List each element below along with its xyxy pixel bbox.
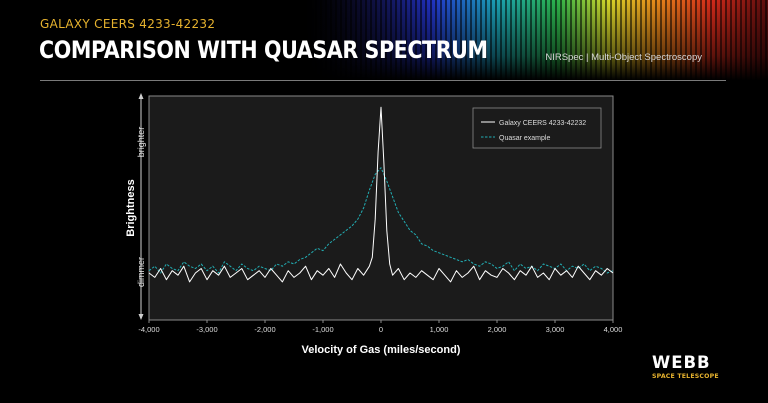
webb-logo: WEBB SPACE TELESCOPE [652,354,732,380]
y-bottom-label: dimmer [136,257,146,287]
brightness-axis-arrow [138,93,144,320]
x-tick-label: 3,000 [546,325,565,334]
page-title: COMPARISON WITH QUASAR SPECTRUM [39,36,488,64]
galaxy-spectrum-line [148,106,614,283]
x-tick-label: 2,000 [488,325,507,334]
quasar-spectrum-line [148,167,614,274]
legend-label-galaxy: Galaxy CEERS 4233-42232 [499,120,586,127]
x-tick-label: -3,000 [196,325,217,334]
logo-word: WEBB [652,353,711,372]
x-tick-label: 4,000 [604,325,623,334]
chart-legend: Galaxy CEERS 4233-42232 Quasar example [472,107,602,149]
x-axis-label: Velocity of Gas (miles/second) [302,344,461,356]
y-axis-label: Brightness [125,179,137,236]
y-top-label: brighter [136,127,146,158]
instrument-label: NIRSpec | Multi-Object Spectroscopy [545,52,702,63]
x-tick-label: 1,000 [430,325,449,334]
legend-box [472,107,602,149]
x-tick-label: -2,000 [254,325,275,334]
x-tick-label: 0 [379,325,383,334]
legend-label-quasar: Quasar example [499,135,550,142]
header-divider [40,80,726,81]
x-tick-label: -1,000 [312,325,333,334]
galaxy-kicker: GALAXY CEERS 4233-42232 [40,17,216,31]
x-tick-label: -4,000 [138,325,159,334]
banner-fade [300,0,440,80]
logo-subtitle: SPACE TELESCOPE [652,373,719,380]
